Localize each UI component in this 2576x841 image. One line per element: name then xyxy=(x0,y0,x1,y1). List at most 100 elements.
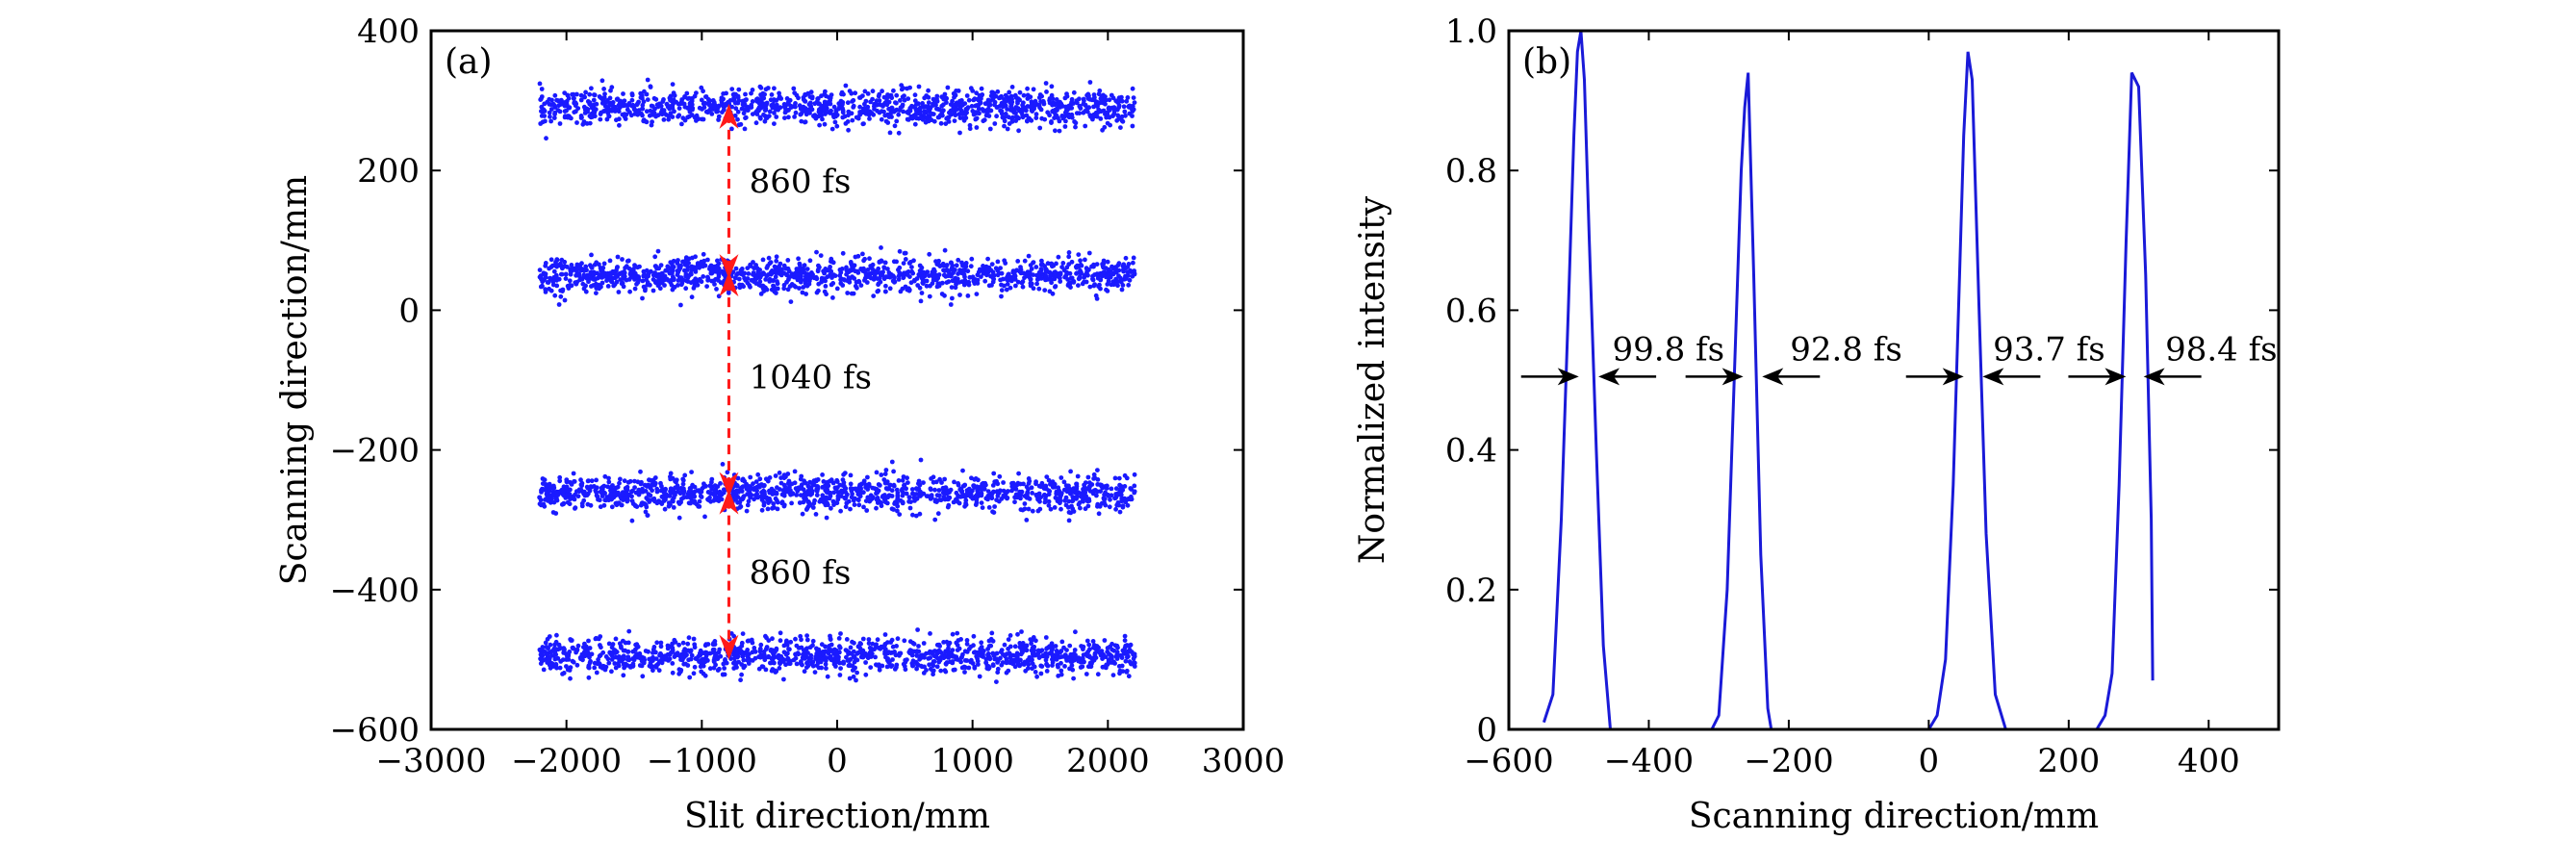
scatter-point xyxy=(906,498,911,504)
scatter-point xyxy=(1022,258,1028,264)
scatter-point xyxy=(615,484,621,490)
scatter-point xyxy=(622,653,626,659)
scatter-point xyxy=(901,275,906,281)
scatter-point xyxy=(1116,475,1122,481)
scatter-point xyxy=(1105,483,1109,489)
scatter-point xyxy=(994,497,999,502)
scatter-point xyxy=(561,671,567,675)
scatter-point xyxy=(1053,269,1058,275)
scatter-point xyxy=(851,667,856,673)
scatter-point xyxy=(1108,497,1112,502)
scatter-point xyxy=(1082,98,1086,103)
scatter-point xyxy=(977,111,982,116)
scatter-point xyxy=(1131,95,1136,100)
scatter-point xyxy=(676,114,680,119)
scatter-point xyxy=(604,278,609,283)
scatter-point xyxy=(1001,276,1006,282)
scatter-point xyxy=(849,90,854,96)
scatter-point xyxy=(847,276,853,282)
scatter-point xyxy=(792,115,797,119)
scatter-point xyxy=(621,284,626,290)
scatter-point xyxy=(1073,629,1078,635)
scatter-point xyxy=(990,279,996,285)
scatter-point xyxy=(676,515,682,521)
scatter-point xyxy=(640,102,646,108)
scatter-point xyxy=(934,664,940,670)
scatter-point xyxy=(641,284,647,290)
scatter-point xyxy=(538,121,544,126)
scatter-point xyxy=(956,112,962,117)
scatter-point xyxy=(983,660,989,666)
scatter-point xyxy=(545,494,550,499)
scatter-point xyxy=(543,118,548,124)
scatter-point xyxy=(1035,508,1041,514)
scatter-point xyxy=(917,285,923,291)
scatter-point xyxy=(888,271,894,277)
scatter-point xyxy=(538,284,544,290)
scatter-point xyxy=(772,86,777,91)
scatter-point xyxy=(756,282,762,288)
scatter-point xyxy=(836,636,842,641)
scatter-point xyxy=(716,274,722,279)
scatter-point xyxy=(1037,125,1043,131)
scatter-point xyxy=(999,288,1005,293)
scatter-point xyxy=(1056,674,1061,678)
scatter-point xyxy=(810,638,816,644)
scatter-point xyxy=(764,287,770,293)
scatter-point xyxy=(942,293,947,298)
scatter-point xyxy=(597,94,602,99)
scatter-point xyxy=(942,247,948,253)
scatter-point xyxy=(1043,650,1049,656)
scatter-point xyxy=(553,262,559,268)
scatter-point xyxy=(845,100,851,106)
scatter-point xyxy=(818,113,823,118)
scatter-point xyxy=(828,494,833,498)
scatter-point xyxy=(946,279,952,285)
scatter-point xyxy=(885,112,890,117)
scatter-point xyxy=(973,502,979,507)
scatter-point xyxy=(870,96,875,102)
scatter-point xyxy=(757,484,762,490)
scatter-point xyxy=(1116,95,1122,101)
scatter-point xyxy=(842,277,848,283)
scatter-point xyxy=(1066,281,1071,287)
scatter-point xyxy=(689,264,695,269)
scatter-point xyxy=(847,675,853,681)
scatter-point xyxy=(938,668,944,674)
scatter-point xyxy=(739,672,744,677)
scatter-point xyxy=(863,660,868,665)
scatter-point xyxy=(1108,122,1112,128)
scatter-point xyxy=(812,670,818,675)
scatter-point xyxy=(665,643,671,649)
scatter-point xyxy=(1029,117,1034,123)
scatter-point xyxy=(934,493,940,498)
scatter-point xyxy=(831,104,837,110)
scatter-point xyxy=(863,106,869,111)
scatter-point xyxy=(885,120,891,125)
scatter-point xyxy=(843,496,848,501)
scatter-point xyxy=(720,462,726,467)
scatter-point xyxy=(985,98,991,103)
scatter-point xyxy=(801,487,806,493)
scatter-point xyxy=(1034,281,1039,287)
scatter-point xyxy=(1125,95,1131,100)
scatter-point xyxy=(1112,107,1118,113)
scatter-point xyxy=(559,257,565,263)
scatter-point xyxy=(547,101,552,107)
scatter-point xyxy=(815,96,821,101)
scatter-point xyxy=(551,103,557,108)
scatter-point xyxy=(1098,116,1104,121)
scatter-point xyxy=(931,267,936,272)
scatter-point xyxy=(956,257,961,263)
scatter-point xyxy=(666,503,672,509)
scatter-point xyxy=(803,277,807,283)
scatter-point xyxy=(1121,268,1126,274)
scatter-point xyxy=(1069,115,1075,120)
scatter-point xyxy=(806,102,812,107)
scatter-point xyxy=(1106,278,1111,284)
scatter-point xyxy=(1054,113,1059,118)
scatter-point xyxy=(1100,273,1105,279)
scatter-point xyxy=(862,101,867,107)
scatter-point xyxy=(694,113,700,118)
scatter-point xyxy=(774,115,779,119)
